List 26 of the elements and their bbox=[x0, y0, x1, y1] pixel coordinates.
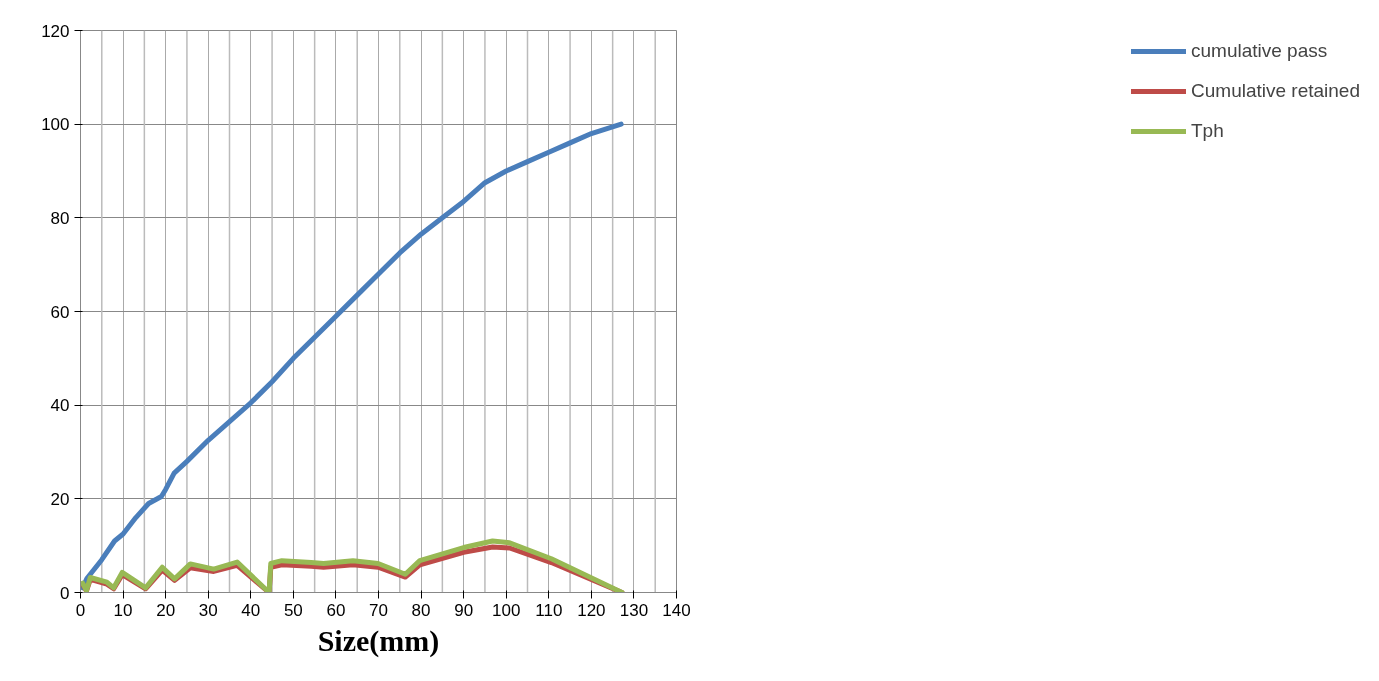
legend-label: Tph bbox=[1191, 120, 1224, 142]
x-tick-label: 100 bbox=[492, 600, 521, 620]
x-tick-label: 130 bbox=[619, 600, 649, 620]
y-tick-label: 0 bbox=[60, 583, 70, 603]
legend-label: Cumulative retained bbox=[1191, 80, 1360, 102]
x-tick-label: 20 bbox=[156, 600, 176, 620]
y-tick-label: 20 bbox=[50, 489, 70, 509]
x-tick-label: 70 bbox=[369, 600, 388, 620]
x-tick-label: 0 bbox=[75, 600, 86, 620]
y-tick-label: 40 bbox=[50, 396, 70, 416]
x-tick-label: 30 bbox=[198, 600, 218, 620]
y-tick-label: 100 bbox=[41, 115, 70, 135]
x-tick-label: 50 bbox=[283, 600, 303, 620]
legend-label: cumulative pass bbox=[1191, 40, 1328, 62]
x-tick-label: 40 bbox=[241, 600, 261, 620]
x-tick-label: 110 bbox=[535, 600, 563, 620]
y-tick-label: 60 bbox=[50, 302, 70, 322]
y-tick-label: 120 bbox=[41, 21, 70, 41]
x-tick-label: 60 bbox=[326, 600, 346, 620]
x-tick-label: 80 bbox=[411, 600, 431, 620]
x-axis-title: Size(mm) bbox=[317, 623, 440, 658]
y-tick-label: 80 bbox=[50, 208, 70, 228]
x-tick-label: 140 bbox=[662, 600, 691, 620]
x-tick-label: 90 bbox=[454, 600, 474, 620]
x-tick-label: 120 bbox=[577, 600, 606, 620]
x-tick-label: 10 bbox=[113, 600, 133, 620]
